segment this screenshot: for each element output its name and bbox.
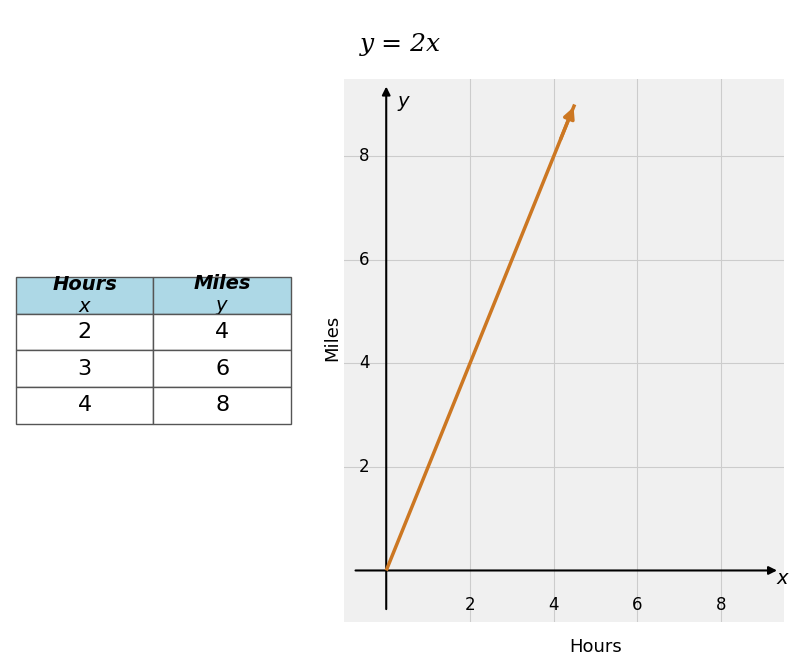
Text: 2: 2 — [465, 596, 475, 614]
Text: 8: 8 — [359, 147, 370, 165]
Text: 2: 2 — [359, 458, 370, 476]
Text: $y$: $y$ — [397, 94, 411, 113]
Text: 4: 4 — [359, 354, 370, 373]
Text: y = 2x: y = 2x — [359, 33, 441, 56]
Text: Hours: Hours — [570, 638, 622, 655]
Text: 8: 8 — [716, 596, 726, 614]
Text: $x$: $x$ — [776, 569, 790, 588]
Text: 6: 6 — [632, 596, 642, 614]
Text: Miles: Miles — [322, 314, 341, 361]
Text: 6: 6 — [359, 251, 370, 269]
Text: 4: 4 — [549, 596, 559, 614]
